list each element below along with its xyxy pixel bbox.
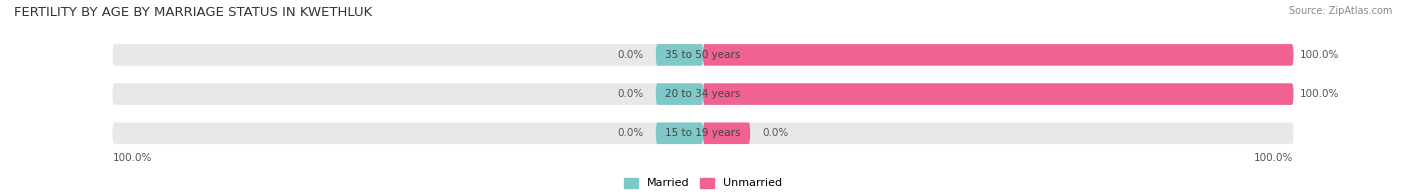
Text: 20 to 34 years: 20 to 34 years [665, 89, 741, 99]
FancyBboxPatch shape [703, 122, 751, 144]
Text: 100.0%: 100.0% [1254, 153, 1294, 163]
FancyBboxPatch shape [112, 122, 1294, 144]
Text: FERTILITY BY AGE BY MARRIAGE STATUS IN KWETHLUK: FERTILITY BY AGE BY MARRIAGE STATUS IN K… [14, 6, 373, 19]
FancyBboxPatch shape [112, 44, 1294, 66]
Text: 0.0%: 0.0% [617, 50, 644, 60]
FancyBboxPatch shape [112, 83, 1294, 105]
FancyBboxPatch shape [703, 83, 1294, 105]
Text: 0.0%: 0.0% [762, 128, 789, 138]
FancyBboxPatch shape [655, 44, 703, 66]
Text: 100.0%: 100.0% [112, 153, 152, 163]
Text: 0.0%: 0.0% [617, 89, 644, 99]
Text: 15 to 19 years: 15 to 19 years [665, 128, 741, 138]
Text: 0.0%: 0.0% [617, 128, 644, 138]
FancyBboxPatch shape [655, 122, 703, 144]
Legend: Married, Unmarried: Married, Unmarried [624, 178, 782, 189]
Text: 35 to 50 years: 35 to 50 years [665, 50, 741, 60]
Text: 100.0%: 100.0% [1299, 50, 1339, 60]
FancyBboxPatch shape [703, 44, 1294, 66]
Text: 100.0%: 100.0% [1299, 89, 1339, 99]
FancyBboxPatch shape [655, 83, 703, 105]
Text: Source: ZipAtlas.com: Source: ZipAtlas.com [1288, 6, 1392, 16]
